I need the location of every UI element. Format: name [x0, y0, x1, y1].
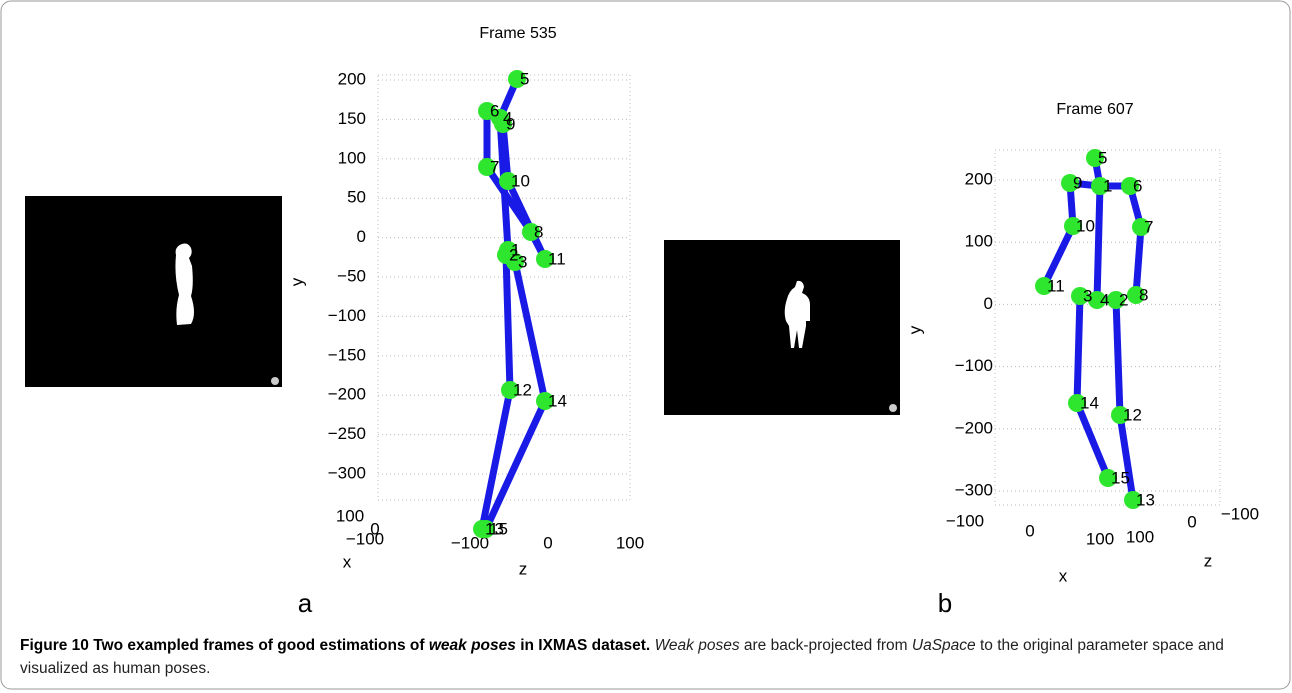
joint-label: 5 — [1098, 148, 1107, 167]
y-tick-label: 150 — [338, 109, 366, 128]
joint-label: 1 — [511, 240, 520, 259]
joint-label: 9 — [506, 114, 515, 133]
joint-label: 10 — [511, 171, 530, 190]
joint-label: 2 — [1119, 290, 1128, 309]
y-tick-label: 100 — [965, 232, 993, 251]
joint-label: 15 — [489, 519, 508, 538]
y-tick-label: −200 — [328, 385, 366, 404]
y-tick-label: 100 — [338, 148, 366, 167]
joint-label: 13 — [1136, 490, 1155, 509]
y-tick-label: −100 — [328, 306, 366, 325]
x-tick-label: −100 — [346, 529, 384, 548]
silhouette-b — [664, 240, 900, 415]
joint-label: 6 — [490, 101, 499, 120]
joint-label: 6 — [1133, 176, 1142, 195]
y-tick-label: −300 — [955, 480, 993, 499]
joint-label: 7 — [1144, 217, 1153, 236]
y-tick-label: 0 — [357, 227, 366, 246]
page: 200150100500−50−100−150−200−250−3001000−… — [0, 0, 1292, 693]
joint-label: 15 — [1111, 468, 1130, 487]
silhouette-a — [25, 196, 282, 387]
joint-label: 12 — [1123, 405, 1142, 424]
z-tick-label: 100 — [1126, 527, 1154, 546]
panel-letter: b — [938, 588, 952, 618]
joint-label: 11 — [1047, 276, 1065, 295]
joint-label: 3 — [1083, 286, 1092, 305]
caption-italic: Weak poses — [655, 637, 740, 654]
plot-title: Frame 535 — [479, 25, 556, 42]
bone — [506, 255, 510, 390]
joint-label: 1 — [1103, 176, 1112, 195]
y-tick-label: −200 — [955, 418, 993, 437]
joint-label: 10 — [1076, 216, 1095, 235]
caption-italic: UaSpace — [912, 637, 976, 654]
axis-label: x — [343, 552, 352, 571]
bone — [1097, 186, 1100, 300]
y-tick-label: −250 — [328, 424, 366, 443]
caption-title: Two exampled frames of good estimations … — [93, 637, 424, 654]
joint-label: 8 — [534, 222, 543, 241]
z-tick-label: −100 — [1221, 504, 1259, 523]
z-tick-label: 0 — [543, 533, 552, 552]
axis-label: y — [905, 325, 924, 334]
bone — [1116, 300, 1120, 415]
caption-title-end: in IXMAS dataset. — [520, 637, 650, 654]
joint-label: 4 — [1100, 290, 1109, 309]
caption-label: Figure 10 — [20, 637, 89, 654]
z-tick-label: 100 — [616, 533, 644, 552]
plot-title: Frame 607 — [1056, 101, 1133, 118]
y-tick-label: 50 — [347, 188, 366, 207]
caption: Figure 10 Two exampled frames of good es… — [20, 634, 1260, 680]
figure: 200150100500−50−100−150−200−250−3001000−… — [0, 0, 1292, 693]
axis-label: z — [519, 559, 528, 578]
caption-title-italic: weak poses — [429, 637, 516, 654]
y-tick-label: −50 — [337, 266, 366, 285]
x-tick-label: 0 — [1025, 521, 1034, 540]
joint-label: 9 — [1073, 173, 1082, 192]
axis-label: z — [1204, 551, 1213, 570]
y-tick-label: −100 — [955, 356, 993, 375]
axis-label: y — [287, 277, 306, 286]
y-tick-label: 200 — [338, 69, 366, 88]
bone — [1077, 403, 1108, 478]
y-tick-label: −150 — [328, 345, 366, 364]
z-tick-label: 0 — [1187, 512, 1196, 531]
axis-label: x — [1059, 566, 1068, 585]
y-tick-label: 0 — [984, 294, 993, 313]
bone — [1077, 296, 1080, 403]
caption-text: are back-projected from — [744, 637, 908, 654]
joint-label: 11 — [548, 249, 566, 268]
joint-label: 7 — [490, 157, 499, 176]
x-tick-label: 100 — [336, 506, 364, 525]
joint-label: 14 — [548, 391, 567, 410]
y-tick-label: −300 — [328, 463, 366, 482]
panel-letter: a — [298, 588, 313, 618]
y-tick-label: 200 — [965, 169, 993, 188]
joint-label: 14 — [1080, 393, 1099, 412]
x-tick-label: −100 — [946, 511, 984, 530]
x-tick-label: 100 — [1086, 529, 1114, 548]
joint-label: 5 — [520, 69, 529, 88]
joint-label: 8 — [1139, 285, 1148, 304]
joint-label: 12 — [513, 380, 532, 399]
plot-box — [995, 150, 1220, 505]
